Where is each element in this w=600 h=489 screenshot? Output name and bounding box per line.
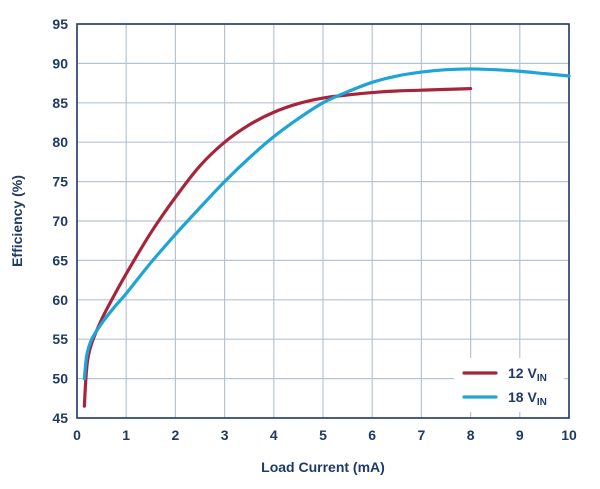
series-line-1 <box>82 87 473 408</box>
legend-label-text: 12 V <box>508 365 537 381</box>
x-tick-label: 4 <box>270 427 278 443</box>
y-tick-label: 70 <box>52 213 68 229</box>
legend-label-1: 12 VIN <box>508 365 547 384</box>
grid <box>76 23 570 419</box>
legend-label-subscript: IN <box>537 373 547 384</box>
x-tick-label: 3 <box>221 427 229 443</box>
legend-label-text: 18 V <box>508 389 537 405</box>
x-tick-label: 8 <box>467 427 475 443</box>
legend-background <box>454 358 564 412</box>
y-axis-title: Efficiency (%) <box>9 175 25 267</box>
y-tick-label: 45 <box>52 410 68 426</box>
x-tick-label: 10 <box>561 427 577 443</box>
x-tick-label: 9 <box>516 427 524 443</box>
legend-label-2: 18 VIN <box>508 389 547 408</box>
series-lines <box>82 67 571 408</box>
x-tick-label: 0 <box>73 427 81 443</box>
y-tick-label: 50 <box>52 371 68 387</box>
legend-label-subscript: IN <box>537 397 547 408</box>
x-tick-label: 5 <box>319 427 327 443</box>
y-tick-label: 85 <box>52 95 68 111</box>
plot-frame <box>76 23 570 419</box>
y-tick-label: 60 <box>52 292 68 308</box>
y-tick-label: 95 <box>52 16 68 32</box>
x-tick-label: 1 <box>122 427 130 443</box>
x-tick-label: 6 <box>368 427 376 443</box>
x-tick-label: 7 <box>418 427 426 443</box>
series-line-2 <box>82 67 571 381</box>
y-tick-label: 80 <box>52 134 68 150</box>
y-tick-label: 75 <box>52 174 68 190</box>
y-tick-label: 65 <box>52 252 68 268</box>
y-tick-label: 90 <box>52 55 68 71</box>
x-axis-title: Load Current (mA) <box>261 459 385 475</box>
x-tick-label: 2 <box>172 427 180 443</box>
y-tick-label: 55 <box>52 331 68 347</box>
